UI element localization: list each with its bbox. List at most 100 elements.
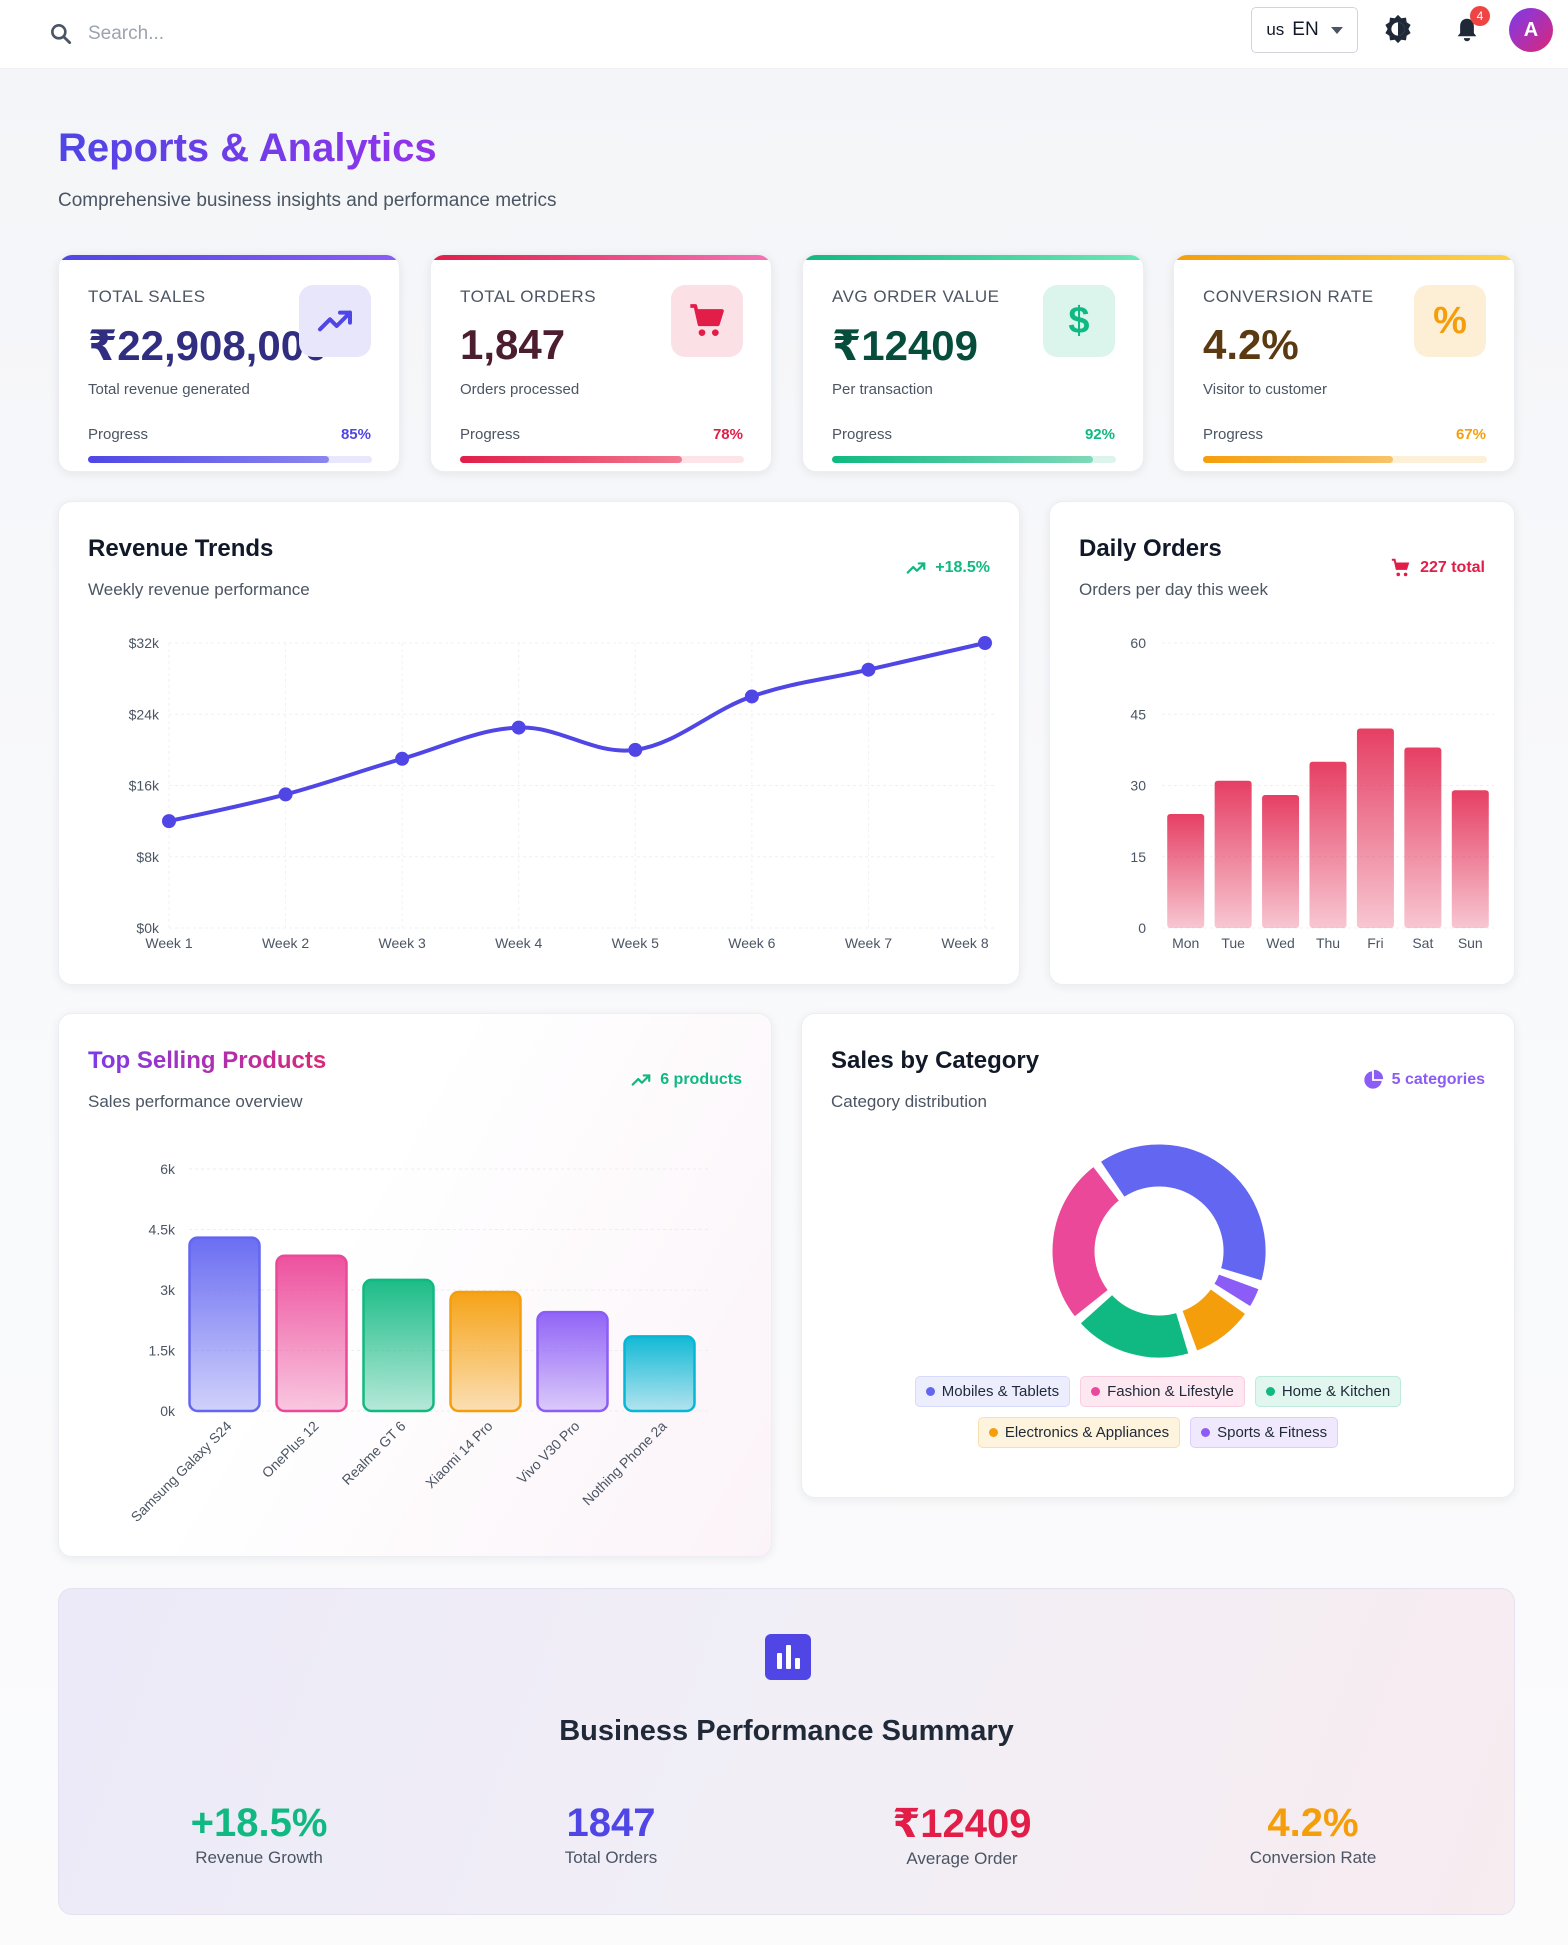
kpi-label: AVG ORDER VALUE [832,287,1000,306]
product-bar [275,1254,348,1413]
percent-icon: % [1414,285,1486,357]
bar-chart-icon [765,1634,811,1680]
y-tick-label: 45 [1130,706,1146,722]
pie-chart-icon [1363,1069,1383,1089]
progress-track [832,456,1116,463]
avatar[interactable]: A [1509,8,1553,52]
progress-value: 85% [340,426,371,443]
y-tick-label: 0 [1138,920,1146,936]
cart-icon [1391,558,1410,577]
summary-stat-average-order: ₹12409 Average Order [812,1801,1112,1869]
trending-up-icon [906,562,926,574]
x-tick-label: Week 2 [262,935,309,951]
x-tick-label: Thu [1316,935,1340,951]
legend-label: Fashion & Lifestyle [1107,1383,1234,1400]
daily-bar [1262,795,1300,928]
page-subtitle: Comprehensive business insights and perf… [58,190,557,211]
summary-value: 1847 [566,1801,656,1845]
bell-icon[interactable] [1452,14,1482,46]
daily-bar [1309,761,1347,928]
card-accent-line [803,255,1143,260]
kpi-value: 1,847 [460,321,566,368]
progress-fill [1203,456,1394,463]
panel-title: Top Selling Products [88,1047,327,1074]
summary-label: Revenue Growth [195,1848,323,1867]
x-tick-label: Week 6 [728,935,775,951]
categories-count-text: 5 categories [1391,1071,1485,1088]
card-accent-line [1174,255,1514,260]
revenue-trends-panel: Revenue Trends Weekly revenue performanc… [58,501,1020,985]
legend-item: Fashion & Lifestyle [1080,1376,1245,1407]
progress-fill [832,456,1094,463]
x-tick-label: Wed [1266,935,1295,951]
legend-label: Electronics & Appliances [1004,1424,1170,1441]
trending-up-icon [631,1074,651,1086]
x-tick-label: Week 8 [941,935,988,951]
panel-title: Revenue Trends [88,535,274,562]
x-tick-label: Sun [1458,935,1483,951]
progress-label: Progress [88,426,149,443]
kpi-card-total-sales: TOTAL SALES ₹22,908,000 Total revenue ge… [58,254,400,472]
kpi-value: ₹12409 [832,322,979,369]
x-tick-label: OnePlus 12 [259,1418,322,1481]
kpi-description: Per transaction [832,381,933,398]
y-tick-label: $24k [129,706,160,722]
kpi-label: TOTAL SALES [88,287,206,306]
x-tick-label: Week 5 [612,935,659,951]
summary-stat-revenue-growth: +18.5% Revenue Growth [109,1801,409,1868]
product-bar [623,1335,696,1413]
kpi-value: ₹22,908,000 [88,322,328,369]
progress-track [460,456,744,463]
language-label: EN [1292,19,1319,40]
progress-label: Progress [460,426,521,443]
theme-toggle-icon[interactable] [1383,14,1413,44]
summary-label: Average Order [906,1849,1018,1868]
kpi-description: Orders processed [460,381,580,398]
x-tick-label: Tue [1221,935,1245,951]
x-tick-label: Week 1 [145,935,192,951]
summary-stat-conversion-rate: 4.2% Conversion Rate [1163,1801,1463,1868]
progress-label: Progress [1203,426,1264,443]
legend-label: Home & Kitchen [1281,1383,1391,1400]
trending-up-icon [299,285,371,357]
summary-stat-total-orders: 1847 Total Orders [461,1801,761,1868]
product-bar [536,1310,609,1413]
kpi-description: Visitor to customer [1203,381,1327,398]
progress-value: 92% [1084,426,1115,443]
search-icon [51,24,72,45]
daily-bar [1451,790,1489,928]
products-count-badge: 6 products [630,1069,742,1091]
chevron-down-icon [1330,26,1343,34]
dollar-icon: $ [1043,285,1115,357]
panel-title: Sales by Category [831,1047,1040,1074]
kpi-card-conversion-rate: CONVERSION RATE 4.2% % Visitor to custom… [1173,254,1515,472]
top-products-panel: Top Selling Products Sales performance o… [58,1013,772,1557]
revenue-line [167,641,987,824]
legend-label: Mobiles & Tablets [941,1383,1060,1400]
x-tick-label: Fri [1367,935,1383,951]
summary-value: 4.2% [1267,1801,1359,1845]
product-bar [188,1236,261,1413]
panel-title: Daily Orders [1079,535,1222,562]
daily-bar [1167,814,1205,928]
total-badge-text: 227 total [1420,559,1485,576]
growth-badge: +18.5% [905,557,990,579]
revenue-point [278,787,293,802]
search-box[interactable] [48,14,448,54]
notification-badge: 4 [1470,6,1490,26]
kpi-value: 4.2% [1203,321,1299,368]
x-tick-label: Week 7 [845,935,892,951]
legend-item: Home & Kitchen [1254,1376,1402,1407]
top-bar: us EN 4 A [0,0,1568,69]
y-tick-label: $8k [136,849,160,865]
revenue-point [861,662,876,677]
search-input[interactable] [88,23,428,45]
y-tick-label: $0k [136,920,160,936]
revenue-line-chart: $0k $8k $16k $24k $32k Week 1 Week 2 Week 3 Week… [129,635,995,951]
y-tick-label: 4.5k [149,1222,176,1238]
y-tick-label: 6k [160,1161,176,1177]
legend-dot [925,1387,935,1396]
legend-item: Mobiles & Tablets [914,1376,1071,1407]
language-select[interactable]: us EN [1251,7,1358,53]
legend-dot [988,1428,998,1437]
